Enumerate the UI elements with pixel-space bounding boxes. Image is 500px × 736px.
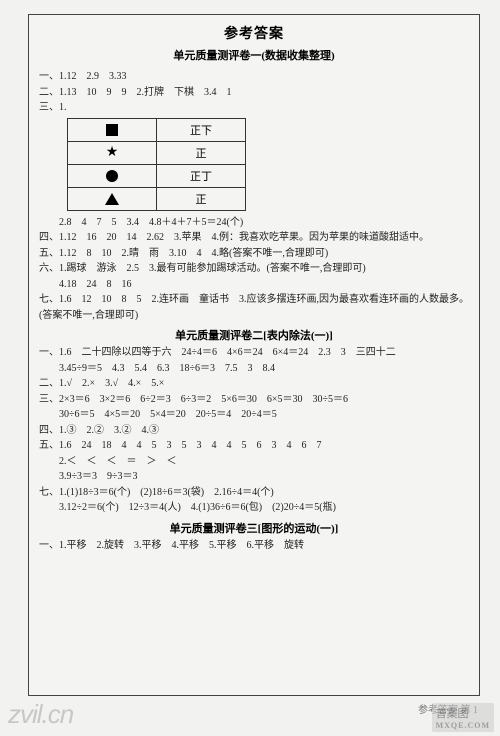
line: 二、1.13 10 9 9 2.打牌 下棋 3.4 1 [39,85,469,101]
circle-icon [106,170,118,182]
line: 一、1.平移 2.旋转 3.平移 4.平移 5.平移 6.平移 旋转 [39,538,469,554]
line: 五、1.6 24 18 4 4 5 3 5 3 4 4 5 6 3 4 6 7 [39,438,469,454]
answer-sheet: 参考答案 单元质量测评卷一(数据收集整理) 一、1.12 2.9 3.33 二、… [28,14,480,696]
triangle-icon [105,193,119,205]
line: 四、1.12 16 20 14 2.62 3.苹果 4.例：我喜欢吃苹果。因为苹… [39,230,469,246]
table-row: 正丁 [68,164,246,187]
line: 三、1. [39,100,469,116]
line: 二、1.√ 2.× 3.√ 4.× 5.× [39,376,469,392]
watermark-mxqe: 普案图 MXQE.COM [432,703,494,732]
line: 一、1.6 二十四除以四等于六 24÷4＝6 4×6＝24 6×4＝24 2.3… [39,345,469,361]
line: 3.12÷2＝6(个) 12÷3＝4(人) 4.(1)36÷6＝6(包) (2)… [39,500,469,516]
line: 4.18 24 8 16 [39,277,469,293]
tally-cell: 正 [157,141,246,164]
watermark-text: 普案图 [436,708,469,720]
tally-table: 正下 ★正 正丁 正 [67,118,246,211]
line: 三、2×3＝6 3×2＝6 6÷2＝3 6÷3＝2 5×6＝30 6×5＝30 … [39,392,469,408]
watermark-sub: MXQE.COM [436,721,490,730]
line: 六、1.踢球 游泳 2.5 3.最有可能参加踢球活动。(答案不唯一,合理即可) [39,261,469,277]
subtitle-3: 单元质量测评卷三[图形的运动(一)] [39,520,469,536]
line: 四、1.③ 2.② 3.② 4.③ [39,423,469,439]
title: 参考答案 [39,23,469,43]
line: 七、1.(1)18÷3＝6(个) (2)18÷6＝3(袋) 2.16÷4＝4(个… [39,485,469,501]
line: 一、1.12 2.9 3.33 [39,69,469,85]
line: 五、1.12 8 10 2.晴 雨 3.10 4 4.略(答案不唯一,合理即可) [39,246,469,262]
line: 2.＜ ＜ ＜ ＝ ＞ ＜ [39,454,469,470]
watermark-zvil: zvil.cn [8,699,73,730]
line: 2.8 4 7 5 3.4 4.8＋4＋7＋5＝24(个) [39,215,469,231]
subtitle-1: 单元质量测评卷一(数据收集整理) [39,47,469,63]
table-row: 正 [68,187,246,210]
square-icon [106,124,118,136]
line: 七、1.6 12 10 8 5 2.连环画 童话书 3.应该多摆连环画,因为最喜… [39,292,469,323]
page: 参考答案 单元质量测评卷一(数据收集整理) 一、1.12 2.9 3.33 二、… [0,0,500,736]
subtitle-2: 单元质量测评卷二[表内除法(一)] [39,327,469,343]
star-icon: ★ [106,146,119,160]
line: 3.9÷3＝3 9÷3＝3 [39,469,469,485]
tally-cell: 正 [157,187,246,210]
line: 30÷6＝5 4×5＝20 5×4＝20 20÷5＝4 20÷4＝5 [39,407,469,423]
tally-cell: 正下 [157,118,246,141]
tally-cell: 正丁 [157,164,246,187]
line: 3.45÷9＝5 4.3 5.4 6.3 18÷6＝3 7.5 3 8.4 [39,361,469,377]
table-row: ★正 [68,141,246,164]
table-row: 正下 [68,118,246,141]
